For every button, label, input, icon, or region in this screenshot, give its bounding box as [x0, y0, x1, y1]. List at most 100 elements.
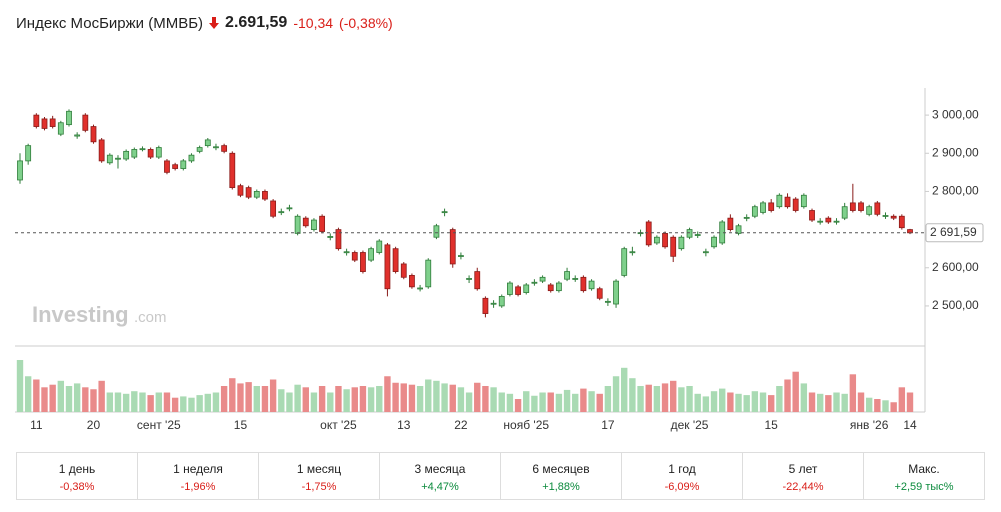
volume-bar	[612, 376, 620, 412]
period-cell[interactable]: 3 месяца +4,47%	[380, 453, 501, 499]
candle-body	[433, 225, 440, 238]
period-change: -1,96%	[180, 481, 216, 493]
candle-body	[490, 302, 497, 305]
candle-body	[327, 236, 334, 238]
volume-bar	[702, 396, 710, 412]
volume-bar	[82, 387, 89, 412]
volume-bar	[865, 397, 873, 412]
candle-body	[539, 276, 546, 282]
volume-bar	[16, 360, 24, 412]
candle-body	[523, 284, 530, 293]
candle-body	[662, 233, 668, 248]
price: 2.691,59	[225, 14, 288, 31]
period-cell[interactable]: 1 день -0,38%	[17, 453, 138, 499]
y-tick-label: 3 000,00	[932, 107, 979, 121]
volume-bar	[833, 392, 840, 412]
volume-bar	[506, 393, 514, 412]
performance-table: 1 день -0,38% 1 неделя -1,96% 1 месяц -1,75% 3…	[16, 452, 985, 500]
candle-body	[686, 229, 693, 238]
volume-bar	[171, 397, 179, 412]
volume-bar	[269, 379, 277, 412]
candle-body	[670, 236, 677, 257]
volume-bar	[759, 392, 767, 412]
candle-body	[188, 154, 195, 162]
candle-body	[629, 251, 636, 254]
volume-bar	[90, 389, 97, 412]
change-pct: (-0,38%)	[339, 15, 393, 31]
candle-body	[515, 286, 521, 295]
period-cell[interactable]: 1 неделя -1,96%	[138, 453, 259, 499]
last-price-label: 2 691,59	[930, 225, 977, 239]
candle-body	[74, 134, 81, 137]
candle-body	[335, 229, 342, 250]
volume-bar	[825, 395, 832, 412]
candle-body	[711, 236, 717, 248]
candle-body	[180, 160, 187, 169]
candle-body	[106, 154, 113, 164]
candle-body	[596, 288, 603, 299]
period-cell[interactable]: Макс. +2,59 тыс%	[864, 453, 984, 499]
candle-body	[409, 274, 415, 288]
volume-bar	[245, 382, 252, 412]
period-cell[interactable]: 1 месяц -1,75%	[259, 453, 380, 499]
volume-bar	[400, 383, 407, 412]
volume-bar	[743, 395, 750, 412]
volume-bar	[155, 392, 163, 412]
volume-bar	[98, 380, 105, 412]
volume-bar	[24, 376, 32, 412]
candle-body	[417, 287, 423, 290]
volume-bar	[735, 393, 742, 412]
volume-bar	[841, 393, 848, 412]
volume-bar	[425, 379, 432, 412]
candle-body	[213, 146, 219, 149]
candle-body	[466, 278, 472, 280]
volume-bar	[131, 391, 138, 412]
period-cell[interactable]: 1 год -6,09%	[622, 453, 743, 499]
volume-bar	[359, 386, 367, 412]
period-change: -22,44%	[782, 481, 824, 493]
candle-body	[172, 164, 179, 169]
y-tick-label: 2 900,00	[932, 145, 979, 159]
candle-body	[270, 200, 277, 217]
candle-body	[702, 251, 709, 254]
volume-bar	[547, 392, 554, 412]
candle-body	[57, 122, 64, 135]
volume-bar	[376, 386, 383, 412]
candle-body	[474, 271, 481, 290]
volume-bar	[531, 395, 538, 412]
period-cell[interactable]: 6 месяцев +1,88%	[501, 453, 622, 499]
period-change: +2,59 тыс%	[894, 481, 954, 493]
period-name: 1 день	[58, 462, 96, 476]
volume-bar	[719, 388, 726, 412]
y-tick-label: 2 800,00	[932, 184, 979, 198]
volume-bar	[106, 392, 114, 412]
candle-body	[155, 147, 162, 158]
volume-bar	[784, 379, 791, 412]
volume-bar	[41, 387, 48, 412]
volume-bar	[890, 402, 897, 412]
volume-bar	[604, 386, 612, 412]
candle-body	[139, 148, 146, 151]
candle-body	[123, 150, 130, 160]
candle-body	[33, 114, 40, 127]
candle-body	[531, 281, 538, 284]
candle-body	[613, 280, 619, 305]
volume-bar	[555, 393, 563, 412]
volume-bar	[392, 382, 399, 412]
candle-body	[604, 300, 611, 303]
candle-body	[890, 215, 897, 219]
volume-bar	[874, 399, 881, 412]
candle-body	[286, 207, 293, 210]
title: Индекс МосБиржи (ММВБ)	[16, 14, 204, 32]
volume-bar	[49, 384, 56, 412]
volume-bar	[482, 386, 489, 412]
volume-bar	[229, 378, 236, 412]
candle-body	[458, 255, 464, 257]
volume-bar	[637, 386, 644, 412]
header: Индекс МосБиржи (ММВБ) 2.691,59 -10,34 (…	[16, 14, 393, 32]
volume-bar	[416, 386, 424, 412]
volume-bar	[351, 387, 358, 412]
candle-body	[898, 215, 905, 229]
period-cell[interactable]: 5 лет -22,44%	[743, 453, 864, 499]
volume-bar	[514, 399, 522, 412]
